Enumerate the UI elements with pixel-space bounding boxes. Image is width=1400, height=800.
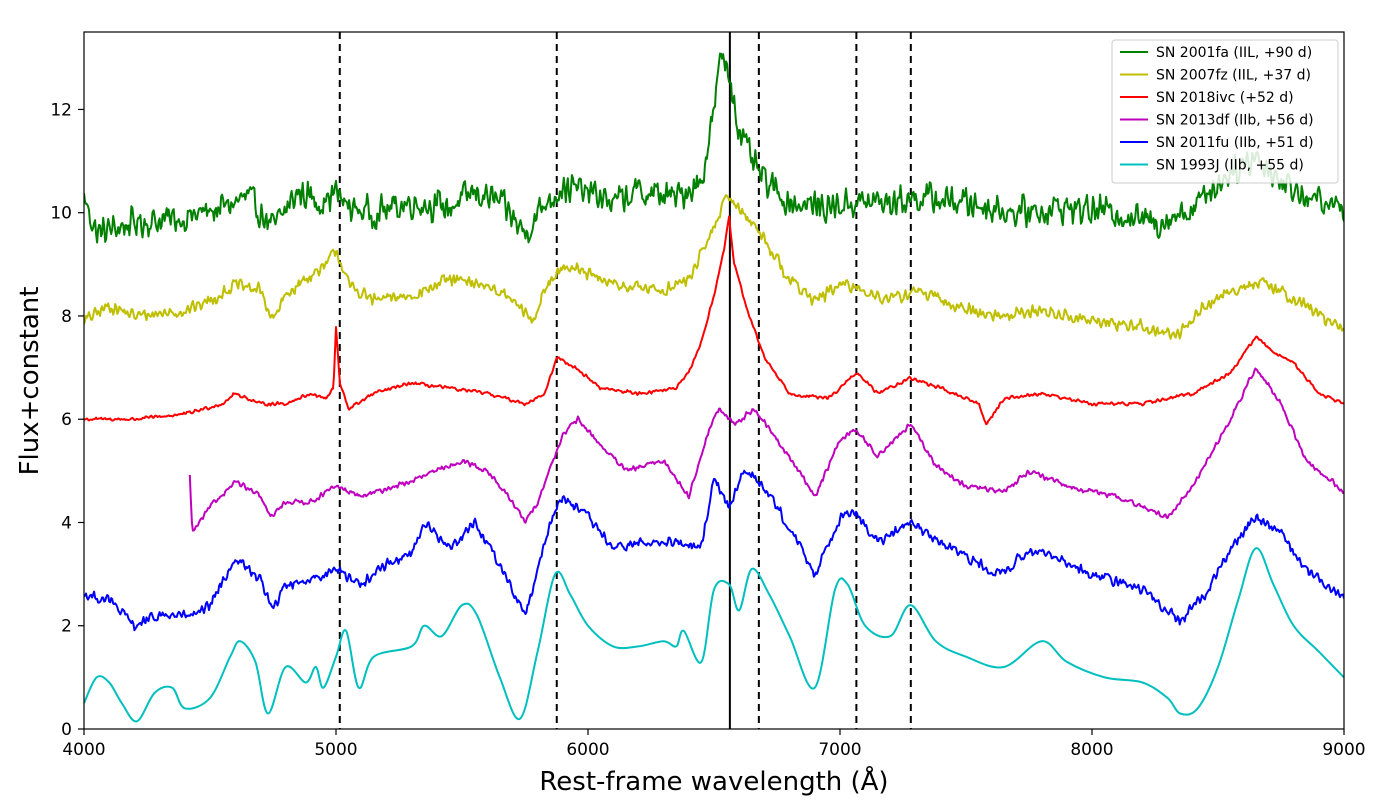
x-tick-label: 5000 [314, 740, 357, 760]
y-tick-label: 12 [50, 100, 72, 120]
y-axis-ticks: 0 2 4 6 8 10 12 [50, 100, 84, 740]
y-axis-label: Flux+constant [15, 287, 45, 476]
y-tick-label: 2 [61, 617, 72, 637]
x-tick-label: 6000 [566, 740, 609, 760]
y-tick-label: 8 [61, 307, 72, 327]
x-tick-label: 9000 [1322, 740, 1365, 760]
y-tick-label: 4 [61, 513, 72, 533]
y-tick-label: 6 [61, 410, 72, 430]
series-line [84, 52, 1344, 244]
legend-entry: SN 2001fa (IIL, +90 d) [1156, 45, 1312, 61]
legend-entry: SN 1993J (IIb, +55 d) [1156, 158, 1304, 174]
x-axis-ticks: 4000 5000 6000 7000 8000 9000 [62, 729, 1366, 760]
series-layer [84, 52, 1344, 723]
x-axis-label: Rest-frame wavelength (Å) [539, 765, 888, 797]
series-line [188, 367, 1344, 532]
x-tick-label: 7000 [818, 740, 861, 760]
legend: SN 2001fa (IIL, +90 d) SN 2007fz (IIL, +3… [1111, 39, 1339, 184]
x-tick-label: 8000 [1070, 740, 1113, 760]
y-tick-label: 0 [61, 720, 72, 740]
series-line [84, 469, 1344, 632]
series-line [84, 215, 1344, 426]
legend-entry: SN 2018ivc (+52 d) [1156, 90, 1294, 106]
axes-frame [83, 31, 1345, 730]
legend-box [1111, 39, 1339, 184]
y-tick-label: 10 [50, 204, 72, 224]
legend-entry: SN 2007fz (IIL, +37 d) [1156, 68, 1311, 84]
x-tick-label: 4000 [62, 740, 105, 760]
legend-entry: SN 2013df (IIb, +56 d) [1156, 113, 1314, 129]
legend-entry: SN 2011fu (IIb, +51 d) [1156, 135, 1314, 151]
series-line [84, 547, 1344, 723]
series-line [84, 194, 1344, 340]
